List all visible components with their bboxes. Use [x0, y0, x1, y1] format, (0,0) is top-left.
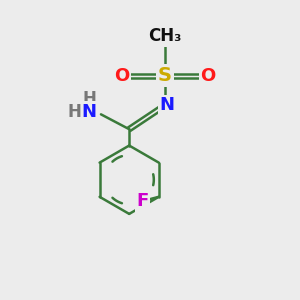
Text: F: F [136, 192, 148, 210]
Text: N: N [82, 103, 97, 121]
Text: O: O [200, 67, 216, 85]
Text: S: S [158, 66, 172, 85]
Text: CH₃: CH₃ [148, 28, 182, 46]
Text: H: H [67, 103, 81, 121]
Text: N: N [160, 96, 175, 114]
Text: H: H [82, 90, 96, 108]
Text: O: O [114, 67, 129, 85]
